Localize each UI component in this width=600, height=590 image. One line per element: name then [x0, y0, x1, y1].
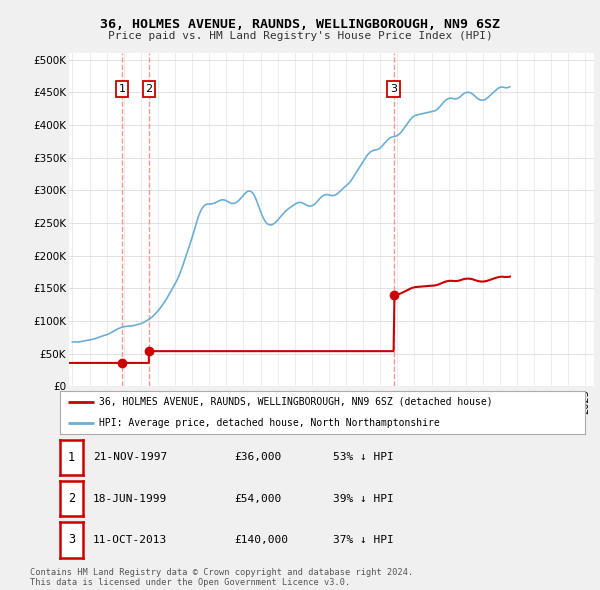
Text: £54,000: £54,000 — [234, 494, 281, 503]
Text: 53% ↓ HPI: 53% ↓ HPI — [333, 453, 394, 462]
Text: 1: 1 — [118, 84, 125, 94]
Text: 2: 2 — [145, 84, 152, 94]
Text: 21-NOV-1997: 21-NOV-1997 — [93, 453, 167, 462]
Text: 3: 3 — [68, 533, 75, 546]
Text: 11-OCT-2013: 11-OCT-2013 — [93, 535, 167, 545]
Text: 3: 3 — [390, 84, 397, 94]
Text: 1: 1 — [68, 451, 75, 464]
Text: Contains HM Land Registry data © Crown copyright and database right 2024.
This d: Contains HM Land Registry data © Crown c… — [30, 568, 413, 587]
Text: 36, HOLMES AVENUE, RAUNDS, WELLINGBOROUGH, NN9 6SZ (detached house): 36, HOLMES AVENUE, RAUNDS, WELLINGBOROUG… — [100, 397, 493, 407]
Text: £36,000: £36,000 — [234, 453, 281, 462]
Text: HPI: Average price, detached house, North Northamptonshire: HPI: Average price, detached house, Nort… — [100, 418, 440, 428]
Text: 18-JUN-1999: 18-JUN-1999 — [93, 494, 167, 503]
Text: £140,000: £140,000 — [234, 535, 288, 545]
Text: 39% ↓ HPI: 39% ↓ HPI — [333, 494, 394, 503]
Text: Price paid vs. HM Land Registry's House Price Index (HPI): Price paid vs. HM Land Registry's House … — [107, 31, 493, 41]
Text: 2: 2 — [68, 492, 75, 505]
Text: 36, HOLMES AVENUE, RAUNDS, WELLINGBOROUGH, NN9 6SZ: 36, HOLMES AVENUE, RAUNDS, WELLINGBOROUG… — [100, 18, 500, 31]
Text: 37% ↓ HPI: 37% ↓ HPI — [333, 535, 394, 545]
